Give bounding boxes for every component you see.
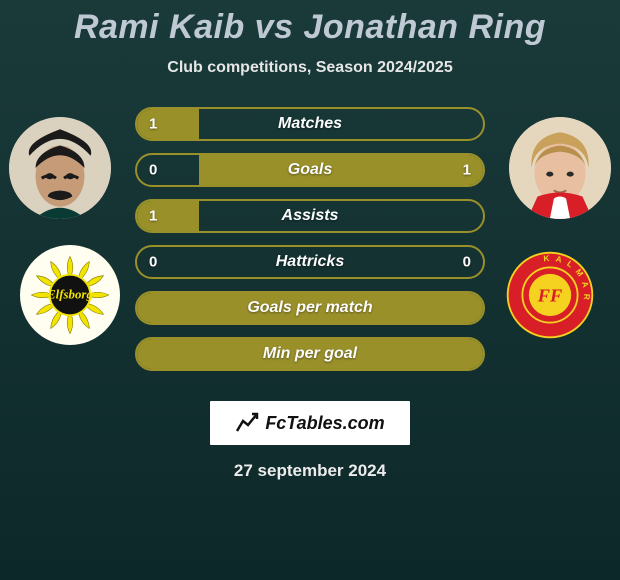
stat-bar: Matches 1 <box>135 107 485 141</box>
club-left-crest: Elfsborg <box>20 245 120 345</box>
club-right-crest: FF K A L M A R <box>500 245 600 345</box>
avatar-left-icon <box>9 117 111 219</box>
svg-text:Elfsborg: Elfsborg <box>46 288 93 302</box>
stat-bar: Goals 0 1 <box>135 153 485 187</box>
player-left-avatar <box>9 117 111 219</box>
bar-label: Goals per match <box>247 299 372 317</box>
svg-text:FF: FF <box>537 285 563 305</box>
avatar-right-icon <box>509 117 611 219</box>
bar-fill-right <box>199 155 483 185</box>
stat-bar: Hattricks 0 0 <box>135 245 485 279</box>
bar-label: Goals <box>288 161 332 179</box>
bar-fill-left <box>137 201 199 231</box>
bar-label: Min per goal <box>263 345 357 363</box>
bar-label: Matches <box>278 115 342 133</box>
comparison-area: Elfsborg FF K A L M A R Matches1Goals01A… <box>0 107 620 397</box>
bar-value-right: 0 <box>463 254 471 271</box>
branding-chart-icon <box>235 411 259 435</box>
bar-label: Assists <box>282 207 339 225</box>
bar-value-left: 0 <box>149 162 157 179</box>
branding-text: FcTables.com <box>265 413 384 434</box>
stat-bars: Matches1Goals01Assists1Hattricks00Goals … <box>135 107 485 383</box>
player-right-avatar <box>509 117 611 219</box>
club-left-icon: Elfsborg <box>24 249 116 341</box>
stat-bar: Assists 1 <box>135 199 485 233</box>
club-right-icon: FF K A L M A R <box>504 249 596 341</box>
stat-bar: Min per goal <box>135 337 485 371</box>
branding-badge: FcTables.com <box>210 401 410 445</box>
page-title: Rami Kaib vs Jonathan Ring <box>0 0 620 47</box>
bar-value-left: 1 <box>149 116 157 133</box>
page-subtitle: Club competitions, Season 2024/2025 <box>0 59 620 77</box>
bar-label: Hattricks <box>276 253 344 271</box>
bar-value-left: 0 <box>149 254 157 271</box>
stat-bar: Goals per match <box>135 291 485 325</box>
bar-value-left: 1 <box>149 208 157 225</box>
bar-value-right: 1 <box>463 162 471 179</box>
bar-fill-left <box>137 109 199 139</box>
snapshot-date: 27 september 2024 <box>0 461 620 481</box>
